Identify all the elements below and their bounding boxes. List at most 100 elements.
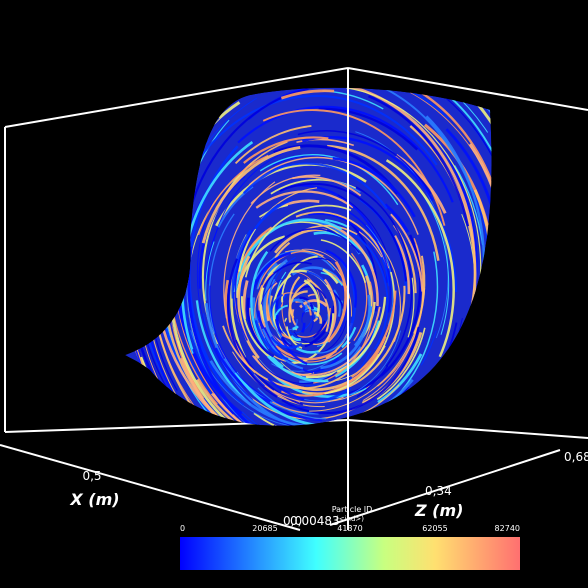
streamline [280,89,335,100]
streamline [196,201,254,400]
streamline [327,314,329,324]
streamline [347,210,392,313]
streamline [270,293,284,316]
streamline [337,194,395,355]
streamline [240,296,272,359]
streamline [254,250,336,280]
streamline [280,341,351,363]
bounding-box-back [4,67,588,439]
streamline [282,306,381,377]
streamline [290,335,302,342]
streamline [365,224,394,326]
streamline [315,333,350,354]
streamline [238,228,257,272]
colorbar-title: Particle ID [332,505,373,514]
streamline [248,156,419,235]
streamline [419,189,450,335]
streamline [332,157,416,218]
streamline [208,213,235,334]
streamline [201,145,301,244]
streamline [305,299,311,306]
streamline [350,252,368,342]
streamline [292,325,299,331]
streamline [355,186,413,367]
streamline [296,138,355,147]
streamline [204,302,378,426]
streamline [322,268,339,285]
streamline [234,125,312,165]
streamline [362,243,424,402]
streamline [262,259,288,347]
streamline [255,190,354,209]
streamline [292,290,308,298]
streamline [324,271,396,395]
streamline [308,213,363,233]
streamline [390,213,424,292]
streamline [243,136,329,164]
streamline [222,325,348,390]
streamline [287,327,303,339]
streamline [192,349,234,415]
streamline [301,248,337,262]
streamline [265,288,294,340]
streamline [346,87,482,310]
streamline [251,354,305,389]
streamline [468,143,492,399]
streamline [209,285,310,409]
streamline [279,182,407,282]
streamline [267,256,296,309]
streamline [233,218,343,293]
streamline [333,289,341,317]
streamline [260,278,283,305]
streamline [327,261,348,343]
streamline [384,203,410,233]
streamline [349,231,389,350]
streamline [395,87,492,193]
streamline [269,228,360,254]
streamline [299,330,401,402]
streamline [271,361,330,372]
z-axis-title: Z (m) [414,501,463,520]
streamline [234,339,304,406]
streamline [376,240,401,342]
colorbar-tick-label: 20685 [252,524,277,533]
bounding-box-front [0,68,561,531]
streamline [214,347,271,403]
streamline [197,154,269,236]
streamline [334,87,492,238]
streamline [245,87,473,192]
x-tick-label: 0,5 [82,469,101,483]
streamline [286,326,303,349]
streamline [351,290,397,378]
colorbar-unit: (<ind>) [336,515,364,523]
colorbar [180,537,520,570]
colorbar-tick-label: 0 [180,524,185,533]
streamline [377,353,423,404]
streamline [215,163,367,227]
streamline [276,315,308,365]
streamline [234,227,256,341]
colorbar-tick-label: 82740 [495,524,520,533]
streamline [407,277,415,338]
streamline [376,327,426,400]
streamline [244,204,352,278]
streamline [267,378,305,401]
streamline [281,315,314,334]
streamline [207,147,296,285]
z-tick-label: 0,34 [425,484,452,498]
streamline [250,174,321,205]
streamline [368,95,470,227]
colorbar-tick-label: 41370 [337,524,362,533]
streamline [445,128,492,301]
x-tick-label: 0,0 [283,514,302,528]
streamline [272,401,307,414]
z-tick-label: 0,00483 [290,514,340,528]
streamline [393,235,411,295]
streamline [301,308,310,323]
streamline [348,350,372,381]
streamline [200,346,245,406]
streamline [290,313,335,364]
streamline [277,87,492,187]
streamline [297,130,432,195]
streamline [318,107,419,151]
